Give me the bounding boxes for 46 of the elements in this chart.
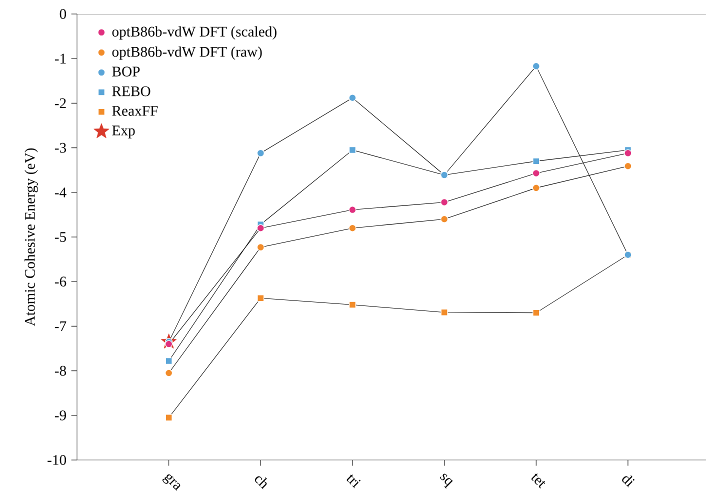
point	[532, 309, 540, 316]
point	[165, 357, 172, 365]
point	[440, 308, 448, 316]
point	[256, 149, 264, 157]
x-tick-label: di	[622, 475, 634, 488]
point	[440, 215, 448, 223]
point	[624, 149, 632, 157]
point	[532, 169, 540, 178]
y-tick-label: -8	[54, 366, 66, 376]
point	[348, 224, 356, 232]
x-tick-label: ch	[254, 476, 267, 490]
point	[532, 184, 540, 192]
y-tick-label: -7	[54, 321, 66, 331]
y-tick-label: 0	[60, 9, 66, 19]
point	[532, 158, 540, 165]
legend-label: ReaxFF	[112, 106, 158, 116]
x-tick-label: gra	[162, 474, 180, 491]
point	[624, 162, 632, 170]
point	[256, 224, 264, 232]
y-tick-label: -6	[54, 276, 66, 287]
point	[440, 198, 448, 206]
legend-label: REBO	[112, 86, 150, 96]
point	[165, 414, 172, 422]
legend-label: BOP	[112, 66, 140, 76]
point	[165, 369, 173, 377]
point	[348, 94, 356, 102]
point	[532, 62, 540, 70]
y-tick-label: -2	[54, 98, 66, 108]
legend-label: Exp	[112, 126, 135, 138]
point	[348, 301, 356, 308]
y-tick-label: -10	[48, 455, 66, 465]
x-tick-label: sq	[440, 474, 453, 489]
y-tick-label: -1	[54, 54, 66, 64]
y-tick-label: -4	[54, 188, 66, 198]
x-tick-label: tet	[531, 474, 546, 488]
y-tick-label: -9	[54, 410, 66, 420]
point	[256, 243, 264, 252]
y-tick-label: -3	[54, 142, 66, 153]
legend-label: optB86b-vdW DFT (scaled)	[112, 26, 276, 40]
point	[348, 206, 356, 214]
y-axis-title: Atomic Cohesive Energy (eV)	[24, 148, 38, 326]
point	[348, 146, 356, 154]
y-tick-label: -5	[54, 232, 66, 242]
x-tick-label: tri	[346, 474, 360, 488]
legend-label: optB86b-vdW DFT (raw)	[112, 46, 262, 60]
point	[257, 294, 264, 302]
